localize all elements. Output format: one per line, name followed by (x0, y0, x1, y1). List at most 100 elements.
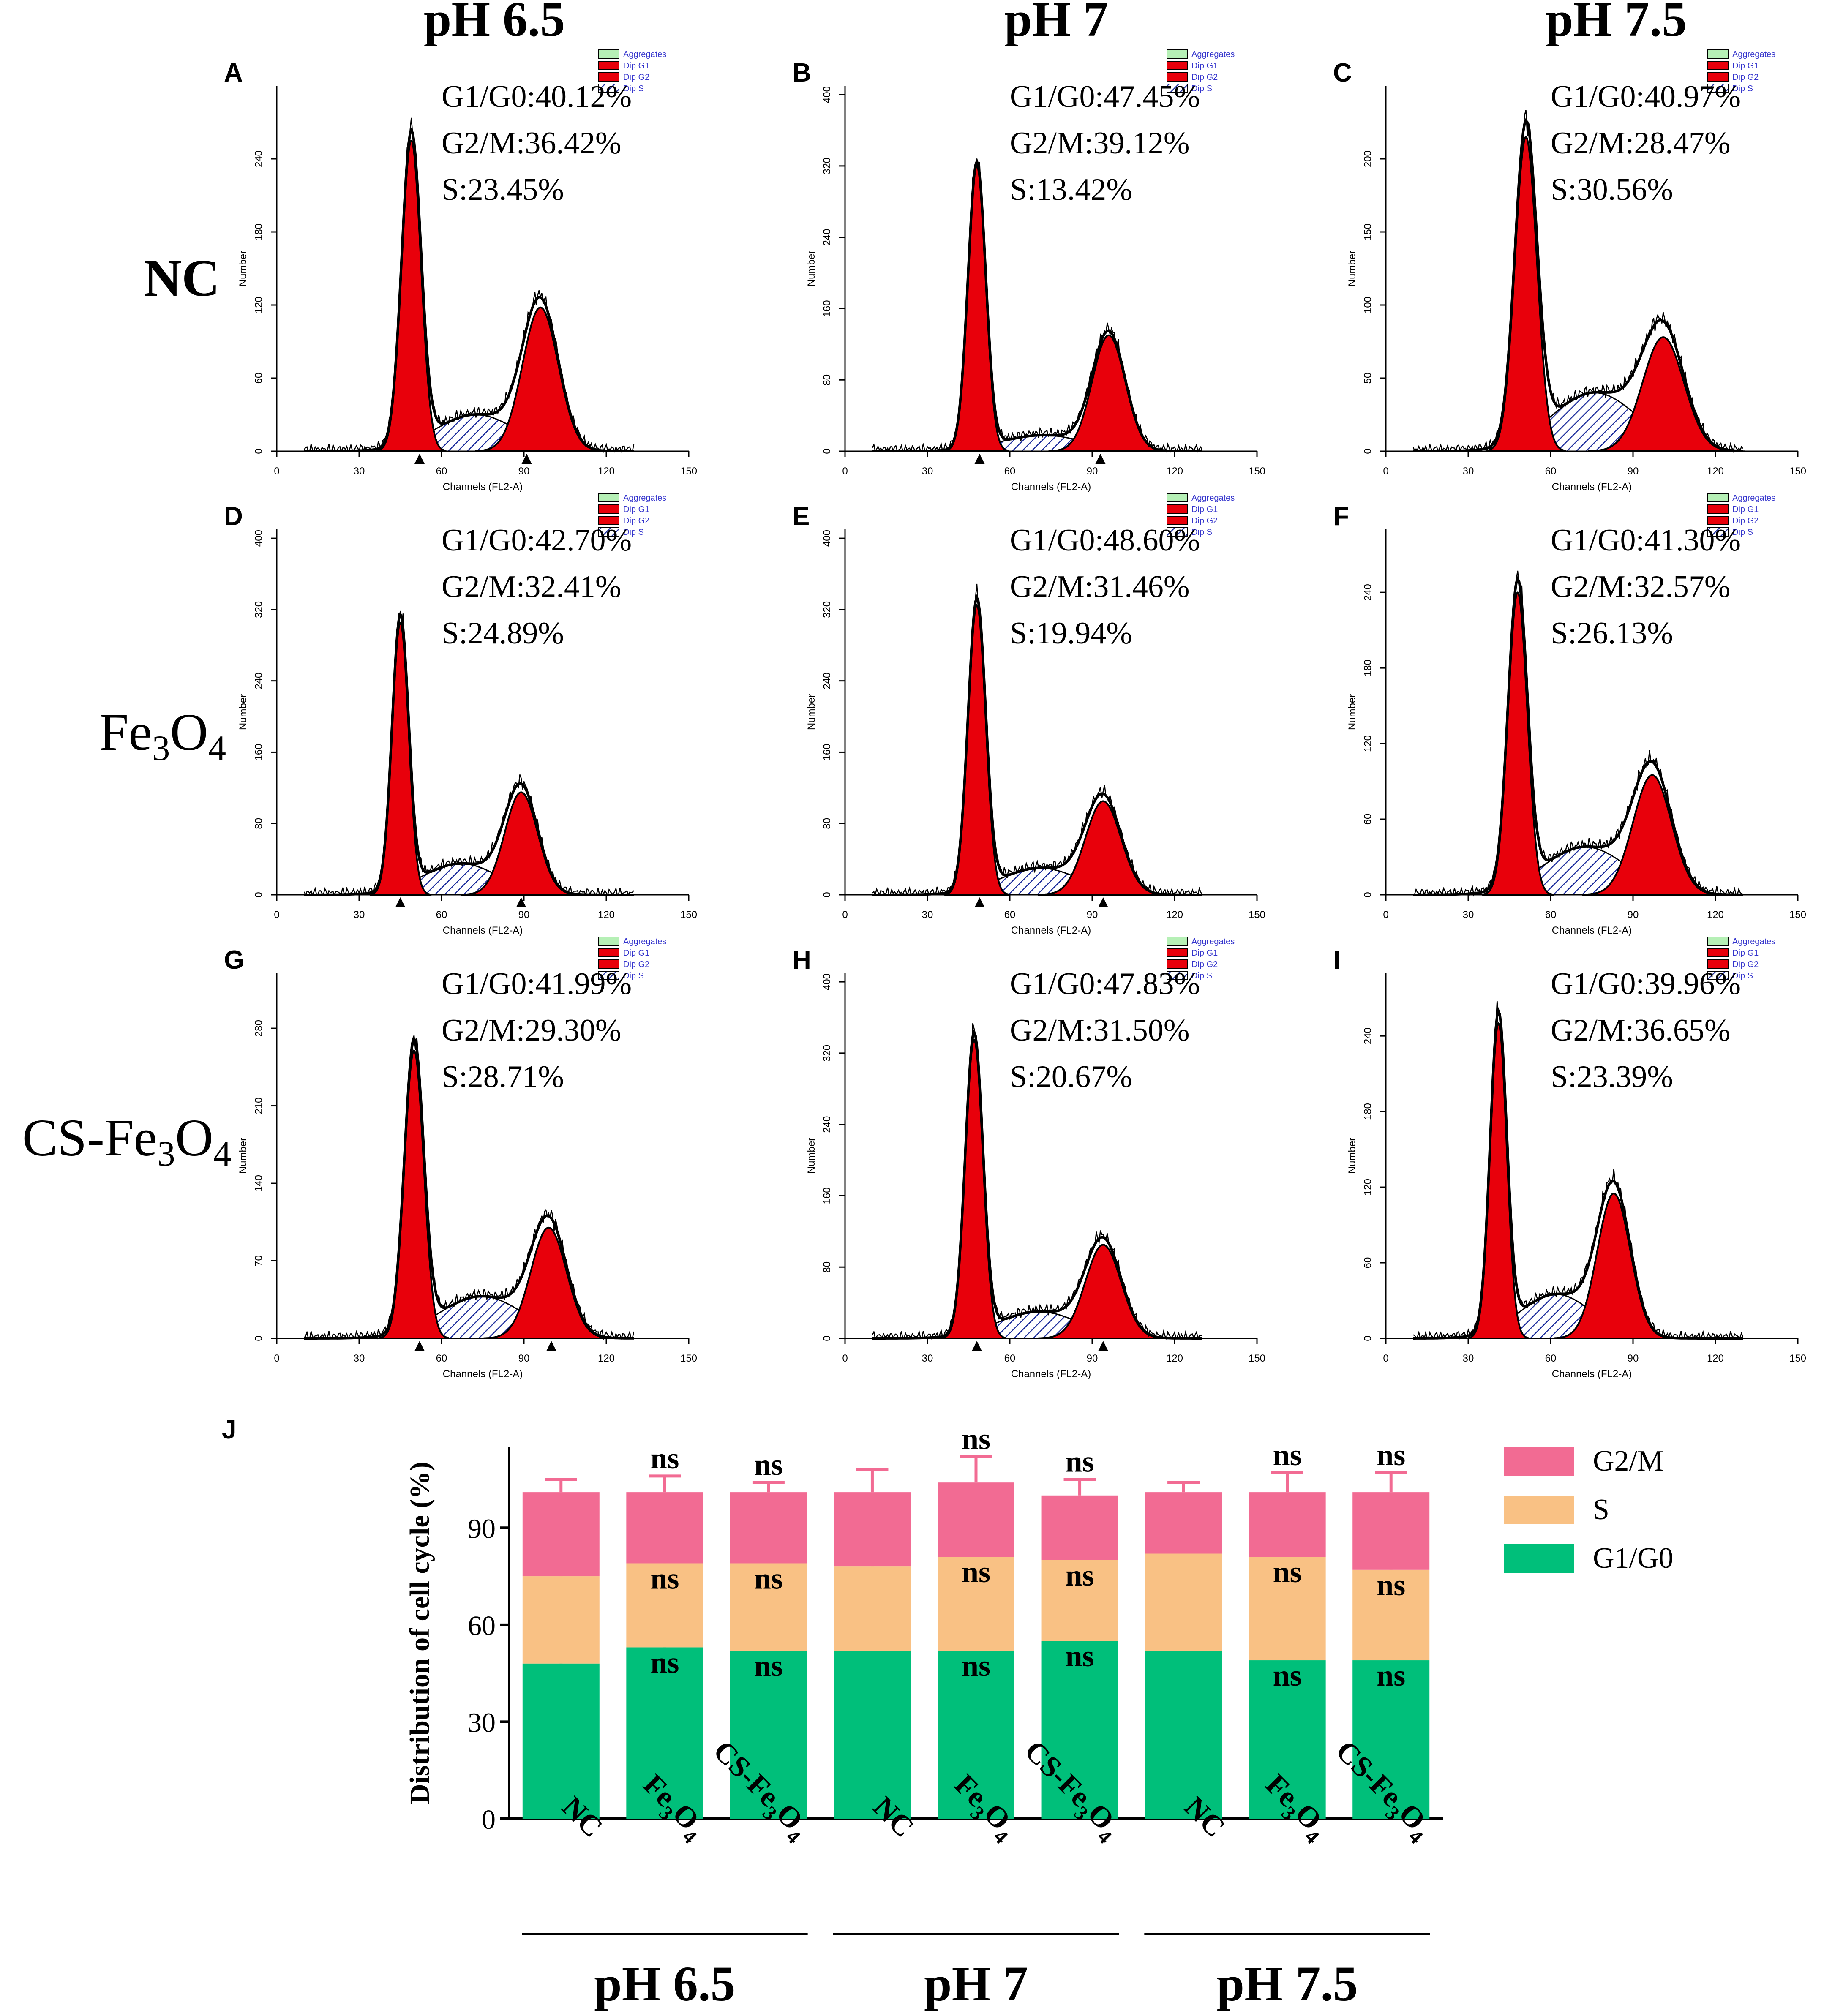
x-tick-label: 90 (1628, 909, 1639, 921)
histogram-panel-a: A 0 30 60 90 120 150 Channels (FL2-A) 0 60 120 180 2… (224, 49, 697, 493)
histogram-panel-i: I 0 30 60 90 120 150 Channels (FL2-A) 0 60 120 180 2… (1333, 937, 1806, 1380)
legend-label: Dip S (623, 528, 644, 537)
y-tick-label: 320 (821, 601, 833, 618)
g1-peak-area (370, 621, 432, 896)
legend-swatch (1707, 72, 1729, 82)
y-tick-label: 160 (821, 300, 833, 317)
bar-segment-s (938, 1557, 1014, 1651)
x-tick-label: 90 (518, 466, 530, 477)
y-tick-label: 150 (1362, 223, 1374, 240)
phase-percentage-text: G2/M:36.42% (442, 126, 622, 161)
model-fit-line (1413, 118, 1743, 452)
y-tick-label: 0 (253, 1335, 264, 1341)
x-tick-label: 120 (598, 909, 615, 921)
bar-segment-g1g0 (522, 1663, 600, 1819)
phase-percentage-text: G1/G0:47.83% (1010, 967, 1200, 1001)
legend-swatch (1707, 84, 1729, 93)
y-tick-label: 400 (821, 86, 833, 103)
y-tick-label: 30 (468, 1707, 496, 1738)
x-tick-label: 60 (436, 466, 447, 477)
legend-label: Dip G2 (1732, 73, 1759, 82)
y-axis-label: Number (1347, 1138, 1358, 1174)
panel-letter: H (792, 945, 811, 975)
y-tick-label: 80 (821, 374, 833, 386)
legend-swatch (1707, 504, 1729, 514)
x-tick-label: 90 (1087, 466, 1098, 477)
legend-label: Dip G1 (1191, 948, 1218, 958)
phase-percentage-text: S:30.56% (1551, 172, 1673, 207)
y-tick-label: 80 (821, 818, 833, 829)
legend-label: Aggregates (1732, 50, 1775, 59)
phase-percentage-text: G2/M:31.46% (1010, 569, 1190, 604)
legend-label: S (1593, 1493, 1609, 1526)
y-tick-label: 160 (253, 744, 264, 760)
legend-label: Dip G2 (623, 516, 649, 526)
x-tick-label: 90 (518, 1353, 530, 1364)
legend-label: Dip G1 (623, 948, 649, 958)
phase-percentage-text: S:20.67% (1010, 1060, 1132, 1094)
y-tick-label: 240 (1362, 1027, 1374, 1044)
legend-label: Dip S (623, 84, 644, 93)
legend-label: Dip G2 (1191, 73, 1218, 82)
y-tick-label: 160 (821, 744, 833, 760)
y-axis-label: Distribution of cell cycle (%) (404, 1462, 435, 1804)
y-tick-label: 160 (821, 1187, 833, 1204)
g1-peak-area (1485, 136, 1567, 452)
x-tick-label: 60 (1545, 466, 1557, 477)
x-axis-label: Channels (FL2-A) (443, 481, 523, 493)
x-tick-label: 90 (1087, 909, 1098, 921)
phase-percentage-text: G2/M:31.50% (1010, 1013, 1190, 1048)
legend-swatch (598, 61, 619, 70)
y-tick-label: 0 (253, 448, 264, 454)
y-tick-label: 80 (821, 1261, 833, 1273)
bar-segment-s (1352, 1569, 1430, 1661)
bar-segment-g2m (626, 1492, 703, 1564)
phase-percentage-text: S:26.13% (1551, 616, 1673, 651)
y-tick-label: 0 (1362, 892, 1374, 897)
y-tick-label: 180 (253, 223, 264, 240)
bar-segment-g1g0 (938, 1651, 1014, 1819)
raw-histogram-line (303, 613, 634, 897)
y-tick-label: 400 (821, 530, 833, 547)
row-label-nc: NC (144, 249, 220, 308)
significance-label-g1g0: ns (650, 1645, 679, 1679)
y-tick-label: 90 (468, 1513, 496, 1544)
x-tick-label: 150 (680, 909, 697, 921)
peak-marker-triangle (1098, 897, 1108, 907)
x-tick-label: 120 (598, 1353, 615, 1364)
significance-label-g1g0: ns (1377, 1659, 1405, 1692)
significance-label-s: ns (962, 1555, 990, 1589)
x-tick-label: 0 (1383, 1353, 1388, 1364)
raw-histogram-line (872, 583, 1203, 897)
y-tick-label: 70 (253, 1255, 264, 1267)
significance-label-s: ns (1377, 1568, 1405, 1602)
legend-label: Dip G2 (1732, 960, 1759, 969)
legend-label: Dip G1 (623, 505, 649, 514)
bar-segment-g1g0 (1145, 1651, 1222, 1819)
bar-segment-s (730, 1563, 807, 1651)
column-header-ph-7: pH 7 (1004, 0, 1108, 47)
bar-segment-g2m (730, 1492, 807, 1564)
bar-segment-g1g0 (1352, 1660, 1430, 1819)
legend-swatch (1167, 948, 1188, 957)
phase-percentage-text: G2/M:32.41% (442, 569, 622, 604)
y-tick-label: 0 (253, 892, 264, 897)
peak-marker-triangle (546, 1341, 556, 1351)
legend-swatch (598, 72, 619, 82)
legend-label: Aggregates (1191, 493, 1235, 503)
histogram-panel-e: E 0 30 60 90 120 150 Channels (FL2-A) 0 80 160 240 3… (792, 493, 1265, 936)
phase-percentage-text: S:28.71% (442, 1060, 564, 1094)
phase-percentage-text: S:23.45% (442, 172, 564, 207)
panel-letter: D (224, 502, 243, 531)
x-tick-label: 0 (274, 1353, 279, 1364)
significance-label-g2m: ns (1273, 1438, 1302, 1472)
legend-swatch (1167, 937, 1188, 946)
x-tick-label: 30 (1463, 1353, 1474, 1364)
y-tick-label: 120 (1362, 735, 1374, 752)
y-tick-label: 0 (1362, 1335, 1374, 1341)
bar-segment-g2m (1249, 1492, 1326, 1557)
y-axis-label: Number (806, 1138, 817, 1174)
legend-swatch (1707, 493, 1729, 502)
legend-swatch (1707, 527, 1729, 537)
x-tick-label: 0 (842, 909, 848, 921)
